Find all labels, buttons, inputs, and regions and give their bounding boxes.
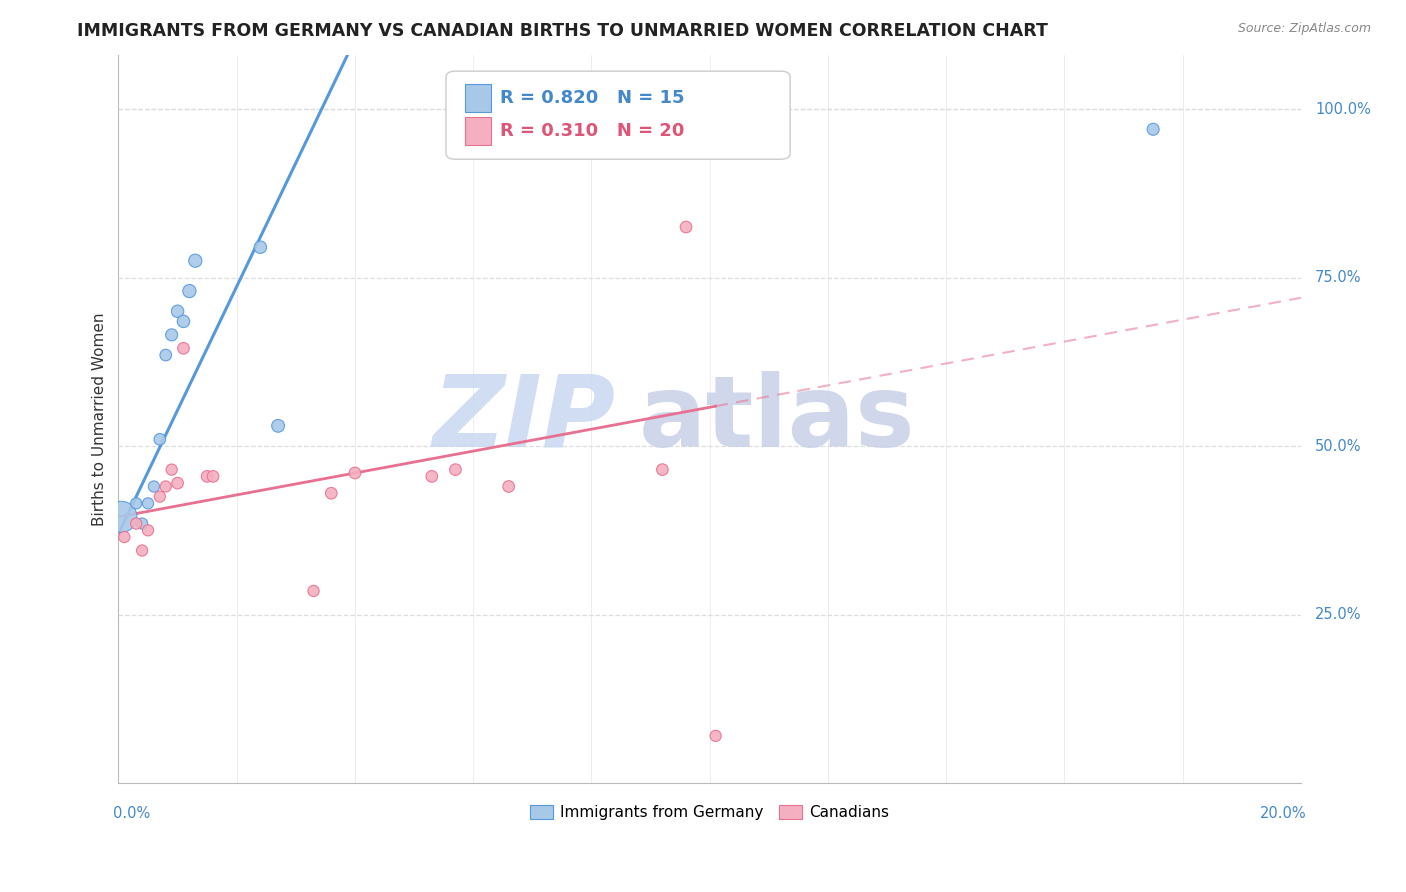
- Point: [136, 524, 159, 538]
- Point: [136, 496, 159, 510]
- Point: [249, 240, 271, 254]
- Point: [267, 418, 290, 433]
- Text: 25.0%: 25.0%: [1315, 607, 1361, 622]
- Point: [302, 584, 325, 599]
- Point: [343, 466, 366, 480]
- Y-axis label: Births to Unmarried Women: Births to Unmarried Women: [93, 312, 107, 526]
- Text: 20.0%: 20.0%: [1260, 806, 1306, 822]
- Point: [166, 476, 188, 491]
- Text: 50.0%: 50.0%: [1315, 439, 1361, 453]
- Text: ZIP: ZIP: [432, 370, 614, 467]
- Point: [651, 463, 673, 477]
- Point: [444, 463, 467, 477]
- FancyBboxPatch shape: [446, 71, 790, 160]
- Point: [179, 284, 201, 298]
- Point: [142, 479, 165, 493]
- Point: [160, 327, 183, 342]
- Text: R = 0.820   N = 15: R = 0.820 N = 15: [501, 89, 685, 107]
- Text: 100.0%: 100.0%: [1315, 102, 1371, 117]
- Point: [321, 486, 343, 500]
- Point: [125, 496, 148, 510]
- Text: 75.0%: 75.0%: [1315, 270, 1361, 285]
- Point: [172, 341, 194, 355]
- Point: [155, 348, 177, 362]
- Text: 0.0%: 0.0%: [112, 806, 150, 822]
- Text: R = 0.310   N = 20: R = 0.310 N = 20: [501, 122, 685, 140]
- Point: [195, 469, 218, 483]
- Point: [112, 530, 135, 544]
- Point: [498, 479, 520, 493]
- Point: [166, 304, 188, 318]
- Point: [149, 432, 172, 446]
- Point: [131, 543, 153, 558]
- Point: [131, 516, 153, 531]
- Point: [1142, 122, 1164, 136]
- Point: [125, 516, 148, 531]
- FancyBboxPatch shape: [465, 84, 491, 112]
- Point: [160, 463, 183, 477]
- Legend: Immigrants from Germany, Canadians: Immigrants from Germany, Canadians: [523, 798, 896, 826]
- Point: [675, 219, 697, 234]
- Point: [172, 314, 194, 328]
- Point: [184, 253, 207, 268]
- Text: Source: ZipAtlas.com: Source: ZipAtlas.com: [1237, 22, 1371, 36]
- Point: [155, 479, 177, 493]
- Text: atlas: atlas: [638, 370, 915, 467]
- Point: [420, 469, 443, 483]
- Point: [202, 469, 225, 483]
- Point: [149, 490, 172, 504]
- Point: [704, 729, 727, 743]
- Text: IMMIGRANTS FROM GERMANY VS CANADIAN BIRTHS TO UNMARRIED WOMEN CORRELATION CHART: IMMIGRANTS FROM GERMANY VS CANADIAN BIRT…: [77, 22, 1049, 40]
- Point: [110, 509, 132, 524]
- FancyBboxPatch shape: [465, 117, 491, 145]
